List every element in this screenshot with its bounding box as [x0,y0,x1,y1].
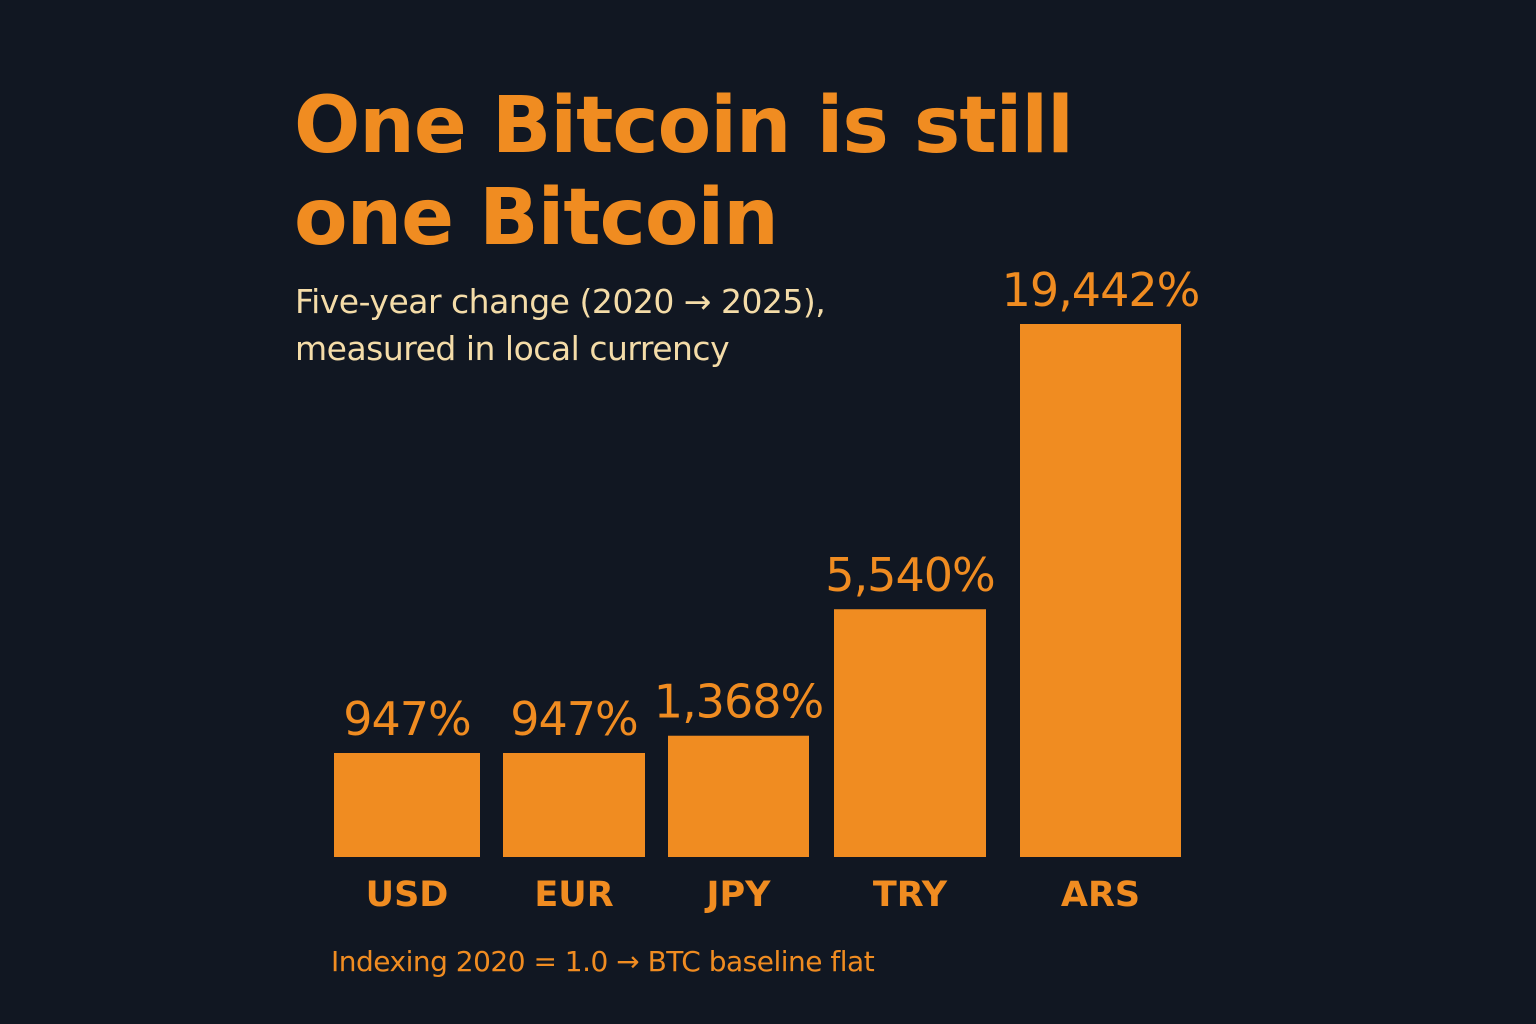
value-label-jpy: 1,368% [654,675,823,729]
value-label-ars: 19,442% [1002,263,1200,317]
category-label-eur: EUR [534,875,613,915]
bar-eur [503,753,645,857]
category-label-jpy: JPY [704,875,771,915]
chart-title: One Bitcoin is still one Bitcoin [294,81,1074,263]
bar-ars [1020,324,1181,857]
value-label-eur: 947% [510,692,638,746]
category-label-try: TRY [873,875,948,915]
chart-subtitle: Five-year change (2020 → 2025), measured… [295,282,826,368]
value-label-usd: 947% [343,692,471,746]
chart-footnote: Indexing 2020 = 1.0 → BTC baseline flat [331,945,875,978]
value-label-try: 5,540% [825,548,994,602]
bar-jpy [668,735,809,857]
category-label-usd: USD [366,875,449,915]
bar-try [834,609,986,857]
bar-usd [334,753,480,857]
category-label-ars: ARS [1061,875,1140,915]
